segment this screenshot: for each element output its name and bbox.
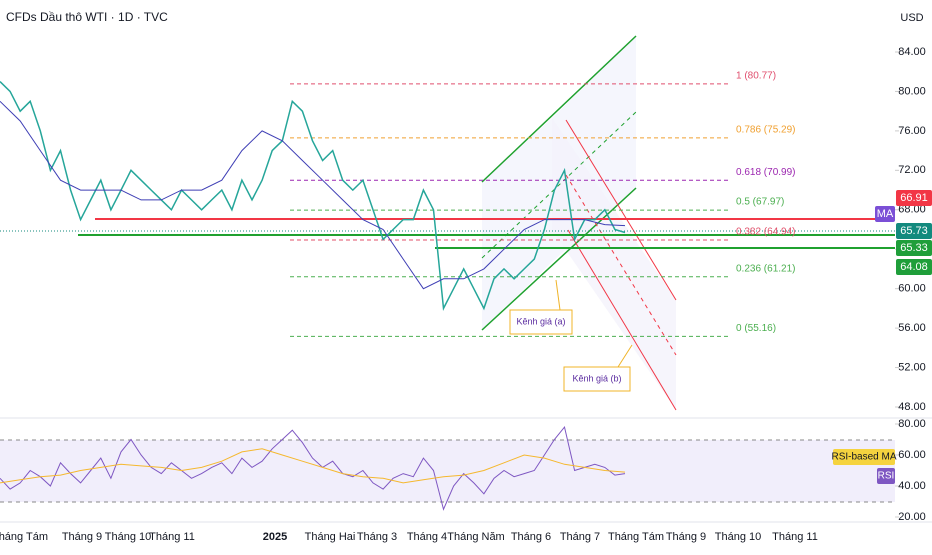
y-tick-label: 68.00 [898,204,926,216]
price-badge-label: 64.08 [900,261,928,273]
x-tick-label: Tháng 4 [407,531,447,543]
fib-label: 0 (55.16) [736,323,776,334]
fib-label: 0.382 (64.94) [736,227,796,238]
x-tick-label: Tháng 11 [149,531,195,543]
channel-a-mid [481,111,637,259]
x-tick-label: 2025 [263,531,287,543]
channel-b-bottom [567,229,677,411]
price-badge [896,259,932,275]
x-tick-label: Tháng 3 [357,531,397,543]
legend-label: RSI-based MA [831,452,896,463]
price-badge-label: 66.91 [900,192,928,204]
x-tick-label: Tháng 9 [666,531,706,543]
y-tick-label: 72.00 [898,164,926,176]
legend-badge [833,449,895,465]
x-tick-label: Tháng Hai [305,531,356,543]
x-tick-label: Tháng 11 [772,531,818,543]
rsi-tick-label: 40.00 [898,480,926,492]
annotation: Kênh giá (b) [572,373,621,383]
channel-a-top [481,35,637,183]
channel-b-mid [565,174,677,356]
y-tick-label: 80.00 [898,85,926,97]
price-badge-label: 65.33 [900,242,928,254]
y-tick-label: 60.00 [898,283,926,295]
fib-label: 0.236 (61.21) [736,263,796,274]
currency: USD [900,12,923,24]
rsi-tick-label: 20.00 [898,511,926,523]
rsi-band [0,440,895,502]
fib-label: 0.5 (67.97) [736,197,784,208]
legend-label: RSI [878,471,895,482]
x-tick-label: Tháng Năm [447,531,504,543]
annotation: Kênh giá (a) [516,316,565,326]
series-line [0,100,626,290]
fib-label: 0.786 (75.29) [736,125,796,136]
x-tick-label: Tháng Tám [608,531,664,543]
x-tick-label: Tháng Tám [0,531,48,543]
price-badge [896,223,932,239]
rsi-tick-label: 80.00 [898,418,926,430]
rsi-tick-label: 60.00 [898,449,926,461]
y-tick-label: 84.00 [898,46,926,58]
annotation-box-a [509,279,573,335]
y-tick-label: 48.00 [898,401,926,413]
x-tick-label: Tháng 7 [560,531,600,543]
y-tick-label: 56.00 [898,322,926,334]
price-badge-label: 65.73 [900,225,928,237]
fib-label: 0.618 (70.99) [736,167,796,178]
x-tick-label: Tháng 10 [715,531,761,543]
price-badge [896,240,932,256]
channel-b-fill [552,118,676,410]
x-tick-label: Tháng 9 [62,531,102,543]
price-badge [896,190,932,206]
chart-title: CFDs Dầu thô WTI · 1D · TVC [6,10,168,24]
channel-a-bottom [481,187,637,331]
y-tick-label: 52.00 [898,361,926,373]
series-line [0,425,626,511]
legend-badge [877,468,895,484]
price-badge [875,206,895,222]
x-tick-label: Tháng 10 [105,531,151,543]
series-line [0,448,626,484]
annotation-box-b [563,344,633,392]
y-tick-label: 76.00 [898,125,926,137]
price-badge-label: MA [877,208,894,220]
fib-label: 1 (80.77) [736,70,776,81]
x-tick-label: Tháng 6 [511,531,551,543]
